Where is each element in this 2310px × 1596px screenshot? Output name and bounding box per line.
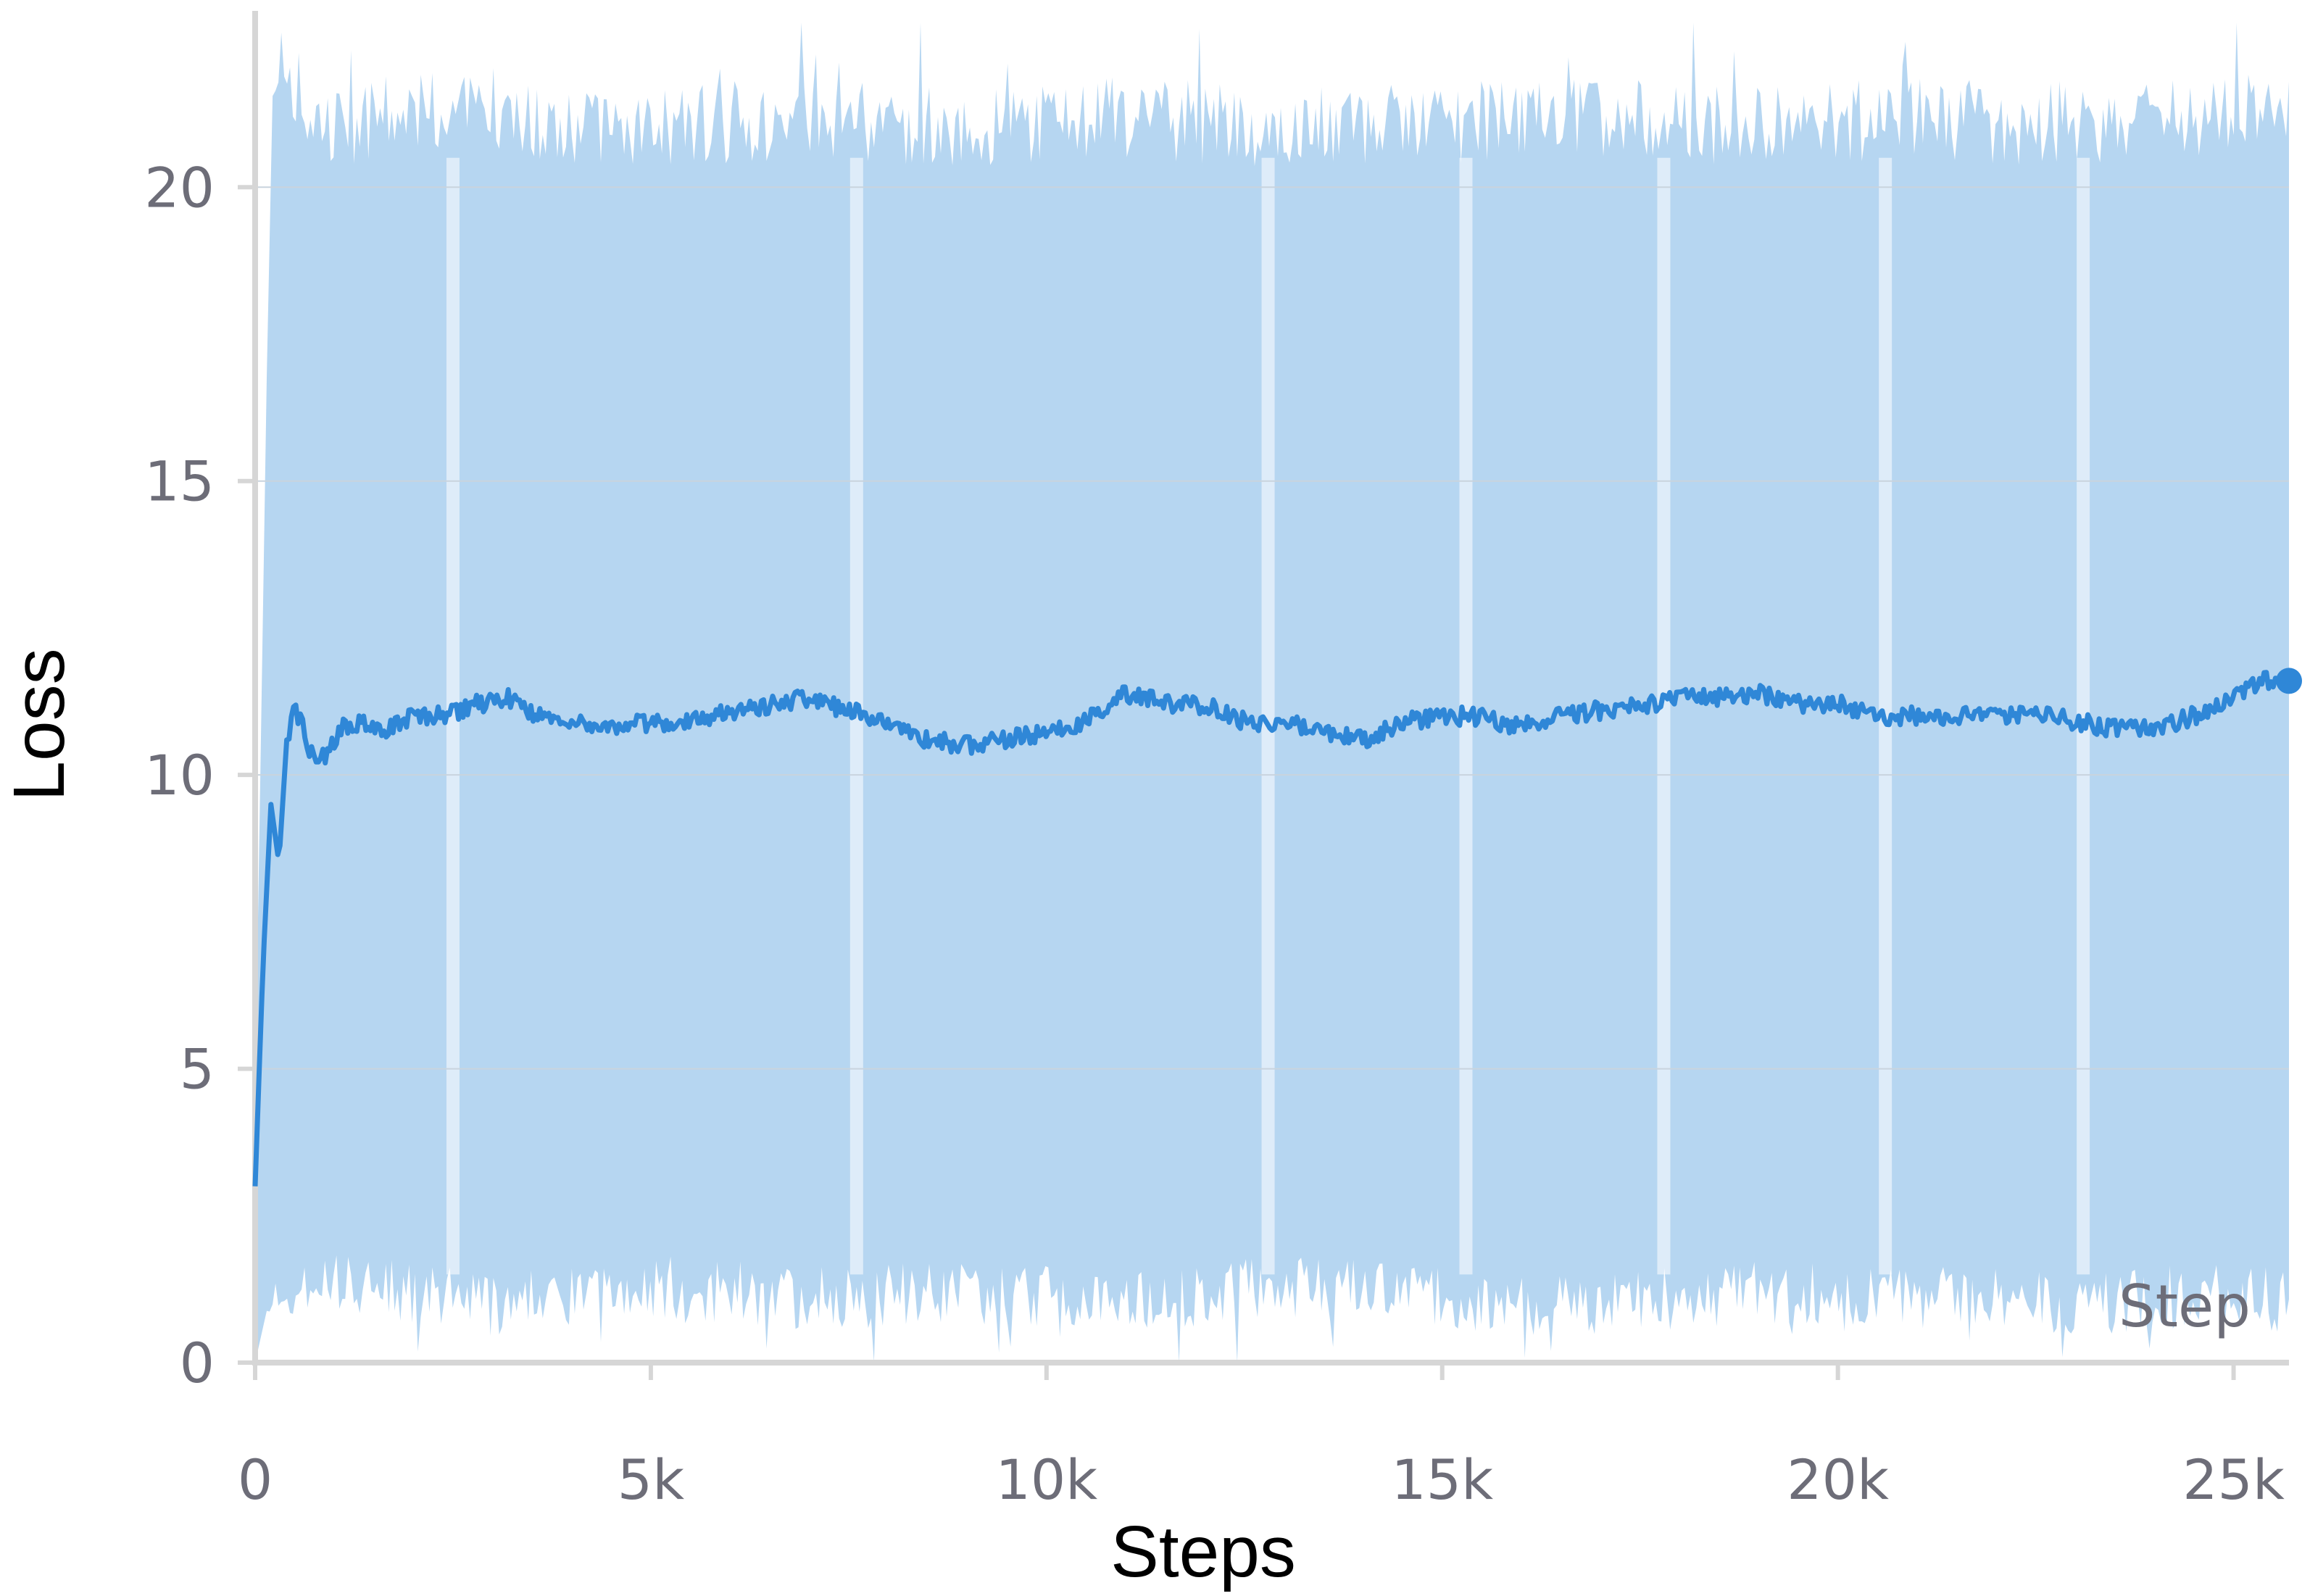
x-tick-label-5: 25k: [2182, 1447, 2285, 1512]
x-tick-label-4: 20k: [1787, 1447, 1889, 1512]
band-gap-0: [446, 157, 460, 1275]
y-tick-label-2: 10: [144, 743, 215, 807]
y-tick-label-3: 15: [144, 449, 215, 514]
tick-labels: 0 5 10 15 20 0 5k 10k 15k 20k 25k: [144, 155, 2285, 1512]
y-axis-title: Loss: [0, 648, 80, 801]
x-tick-label-3: 15k: [1391, 1447, 1493, 1512]
band-gap-2: [1261, 157, 1275, 1275]
x-tick-label-1: 5k: [618, 1447, 684, 1512]
last-point-marker: [2276, 668, 2302, 694]
band-gap-4: [1657, 157, 1671, 1275]
x-tick-label-0: 0: [238, 1447, 273, 1512]
band-gap-6: [2077, 157, 2090, 1275]
smoothed-loss-path: [252, 670, 2292, 1186]
grid-lines: [255, 186, 2289, 1070]
corner-label: Step: [2119, 1273, 2251, 1340]
x-tick-label-2: 10k: [995, 1447, 1097, 1512]
smoothed-loss-line: [252, 668, 2302, 1186]
y-tick-label-0: 0: [180, 1331, 215, 1395]
y-tick-label-4: 20: [144, 155, 215, 220]
x-axis-title: Steps: [1110, 1511, 1296, 1592]
y-tick-label-1: 5: [180, 1037, 215, 1102]
raw-loss-band: [255, 22, 2289, 1363]
